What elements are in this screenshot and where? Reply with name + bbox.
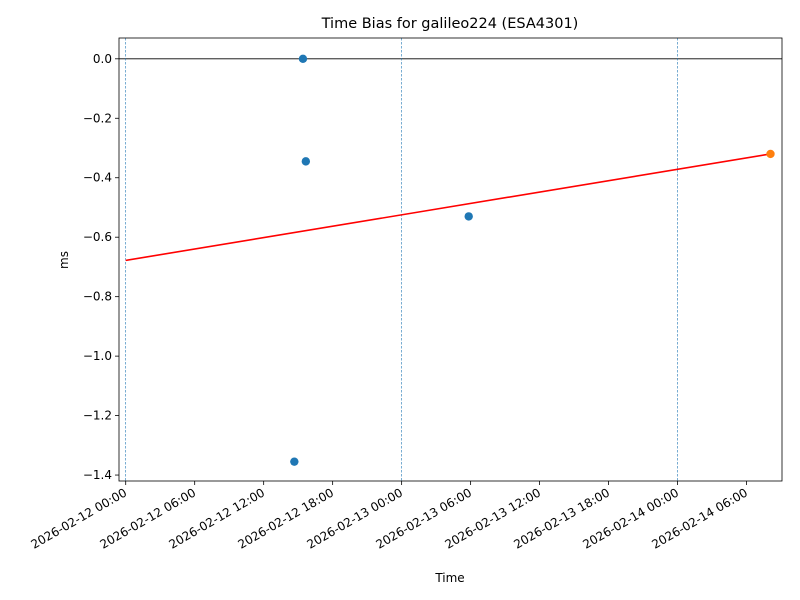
data-point xyxy=(301,157,311,166)
y-tick-label: −0.8 xyxy=(83,290,112,304)
y-tick-label: −0.4 xyxy=(83,171,112,185)
y-tick-label: −1.4 xyxy=(83,468,112,482)
plot-area xyxy=(119,38,782,481)
y-tick-label: 0.0 xyxy=(93,52,112,66)
data-point xyxy=(290,457,299,466)
data-point xyxy=(464,212,473,221)
trend-line xyxy=(125,153,771,262)
y-axis-label: ms xyxy=(57,251,71,269)
x-axis-label: Time xyxy=(434,571,464,585)
y-tick-label: −0.6 xyxy=(83,230,112,244)
y-axis-ticks: 0.0 −0.2 −0.4 −0.6 −0.8 −1.0 −1.2 −1.4 xyxy=(83,52,119,482)
chart-title: Time Bias for galileo224 (ESA4301) xyxy=(321,16,579,32)
y-tick-label: −1.2 xyxy=(83,409,112,423)
y-tick-label: −0.2 xyxy=(83,111,112,125)
y-tick-label: −1.0 xyxy=(83,349,112,363)
data-point xyxy=(766,149,775,159)
data-point xyxy=(298,54,308,64)
axes-frame xyxy=(118,37,783,482)
